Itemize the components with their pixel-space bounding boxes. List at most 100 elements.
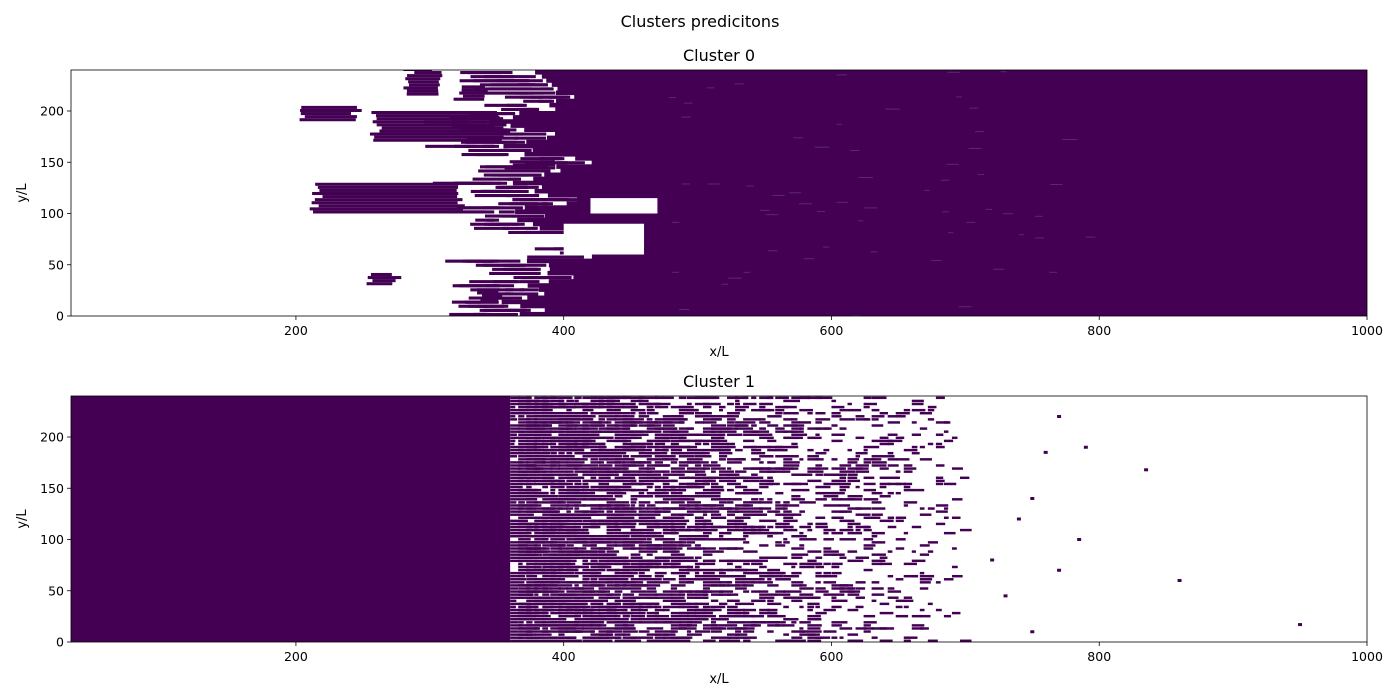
cluster-1-fragment xyxy=(727,611,741,615)
cluster-0-speck xyxy=(870,251,878,253)
cluster-1-fragment xyxy=(879,455,895,458)
cluster-1-fragment xyxy=(823,504,841,507)
cluster-1-fragment xyxy=(735,636,748,639)
cluster-1-fragment xyxy=(783,510,792,513)
cluster-1-fragment xyxy=(638,571,645,575)
cluster-1-fragment xyxy=(767,630,774,633)
cluster-1-fragment xyxy=(518,593,534,596)
cluster-1-fragment xyxy=(614,439,628,443)
cluster-1-fragment xyxy=(871,534,878,538)
cluster-1-fragment xyxy=(542,614,551,618)
cluster-1-fragment xyxy=(879,476,889,480)
cluster-1-fragment xyxy=(646,470,653,473)
cluster-0-speck xyxy=(1062,139,1078,141)
cluster-1-fragment xyxy=(582,531,590,535)
cluster-0-streak xyxy=(492,267,525,271)
cluster-1-fragment xyxy=(863,621,877,624)
cluster-1-fragment xyxy=(678,590,693,593)
cluster-1-fragment xyxy=(727,473,740,476)
cluster-1-fragment xyxy=(879,442,889,446)
cluster-0-streak xyxy=(508,263,547,267)
cluster-1-fragment xyxy=(799,587,814,590)
cluster-1-fragment xyxy=(767,455,773,458)
cluster-1-fragment xyxy=(550,430,558,433)
cluster-1-fragment xyxy=(550,587,562,590)
cluster-1-fragment xyxy=(775,639,790,642)
cluster-1-fragment xyxy=(622,439,632,443)
cluster-1-fragment xyxy=(815,525,828,529)
cluster-1-fragment xyxy=(574,550,598,553)
cluster-1-fragment xyxy=(526,411,532,415)
y-tick-label: 200 xyxy=(40,104,64,119)
cluster-1-fragment xyxy=(919,627,929,630)
cluster-0-speck xyxy=(814,146,830,148)
cluster-1-fragment xyxy=(662,544,684,547)
cluster-1-fragment xyxy=(719,550,724,553)
cluster-1-fragment xyxy=(879,556,888,559)
cluster-1-fragment xyxy=(710,525,722,529)
cluster-1-fragment xyxy=(727,415,734,418)
cluster-1-fragment xyxy=(598,636,609,639)
cluster-1-fragment xyxy=(670,495,686,498)
cluster-1-fragment xyxy=(863,614,876,618)
cluster-1-fragment xyxy=(622,519,638,523)
cluster-1-fragment xyxy=(574,571,599,575)
cluster-1-fragment xyxy=(670,587,678,590)
cluster-1-fragment xyxy=(614,568,620,572)
cluster-1-fragment xyxy=(518,608,530,612)
cluster-0-island-cell xyxy=(367,276,402,280)
cluster-1-fragment xyxy=(807,636,823,639)
cluster-0-island-cell xyxy=(369,132,502,136)
cluster-1-fragment xyxy=(518,513,527,516)
cluster-1-fragment xyxy=(710,488,725,492)
cluster-1-fragment xyxy=(783,596,801,599)
cluster-1-fragment xyxy=(855,596,865,599)
cluster-1-fragment xyxy=(638,636,654,639)
cluster-1-fragment xyxy=(839,408,848,412)
cluster-0-speck xyxy=(671,271,679,273)
cluster-1-fragment xyxy=(526,498,538,501)
cluster-0-island-cell xyxy=(459,91,489,95)
cluster-1-fragment xyxy=(735,516,751,519)
cluster-1-fragment xyxy=(839,467,846,470)
cluster-1-fragment xyxy=(630,531,644,535)
cluster-1-fragment xyxy=(863,482,876,486)
cluster-0-speck xyxy=(977,173,984,175)
cluster-1-fragment xyxy=(510,439,516,443)
cluster-1-fragment xyxy=(863,461,871,464)
cluster-1-fragment xyxy=(694,614,716,618)
cluster-1-fragment xyxy=(751,433,763,436)
cluster-1-fragment xyxy=(839,470,856,473)
cluster-1-fragment xyxy=(839,476,847,480)
cluster-1-fragment xyxy=(727,605,738,609)
cluster-1-fragment xyxy=(566,495,578,498)
cluster-1-fragment xyxy=(534,565,542,569)
cluster-1-fragment xyxy=(847,593,860,596)
cluster-1-fragment xyxy=(791,418,798,421)
cluster-1-fragment xyxy=(582,488,595,492)
cluster-1-fragment xyxy=(638,605,652,609)
cluster-1-fragment xyxy=(702,581,722,584)
cluster-1-fragment xyxy=(831,599,848,603)
cluster-1-fragment xyxy=(871,541,886,544)
cluster-0-speck xyxy=(679,309,690,311)
cluster-1-fragment xyxy=(542,636,558,639)
cluster-0-row-cell xyxy=(555,106,1367,112)
cluster-1-fragment xyxy=(598,476,609,480)
cluster-1-fragment xyxy=(646,507,659,510)
cluster-1-fragment xyxy=(815,565,824,569)
cluster-1-fragment xyxy=(510,528,519,532)
cluster-0-streak xyxy=(557,161,585,165)
cluster-1-fragment xyxy=(510,599,517,603)
cluster-1-fragment xyxy=(542,630,569,633)
cluster-1-fragment xyxy=(903,470,913,473)
cluster-1-fragment xyxy=(702,421,717,424)
cluster-1-fragment xyxy=(526,445,543,449)
cluster-1-fragment xyxy=(727,562,733,566)
cluster-1-fragment xyxy=(727,467,732,470)
cluster-1-fragment xyxy=(815,639,821,642)
cluster-1-fragment xyxy=(694,507,713,510)
cluster-1-fragment xyxy=(895,470,901,473)
cluster-1-fragment xyxy=(799,525,812,529)
cluster-1-fragment xyxy=(743,525,756,529)
